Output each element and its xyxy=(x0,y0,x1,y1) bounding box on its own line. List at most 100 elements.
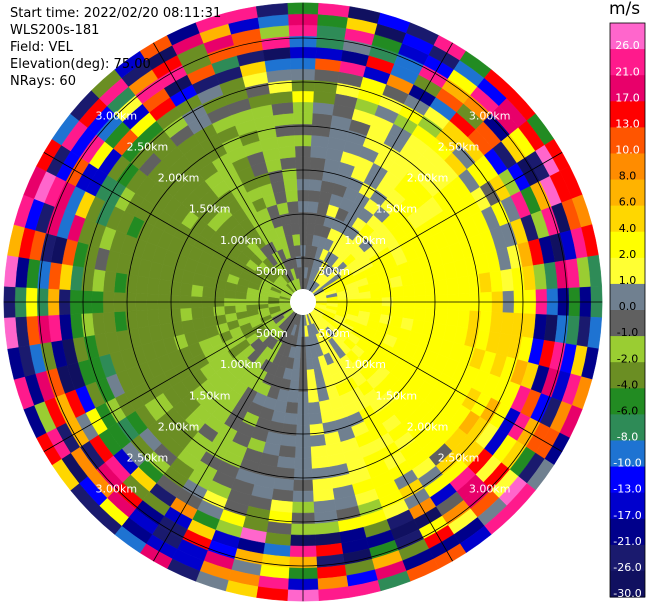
range-ring-label: 3.00km xyxy=(96,109,138,122)
range-ring-label: 2.00km xyxy=(407,421,449,434)
velocity-gate xyxy=(146,309,160,327)
velocity-gate xyxy=(312,477,333,492)
scan-info: Start time: 2022/02/20 08:11:31 WLS200s-… xyxy=(10,5,221,90)
velocity-gate xyxy=(312,112,333,127)
range-ring-label: 500m xyxy=(256,265,288,278)
colorbar-swatch xyxy=(610,23,645,50)
range-ring-label: 1.50km xyxy=(376,203,418,216)
colorbar-unit-label: m/s xyxy=(609,0,641,19)
field-text: Field: VEL xyxy=(10,40,73,55)
colorbar-tick-label: 17.0 xyxy=(615,91,640,104)
velocity-gate xyxy=(201,306,215,319)
colorbar-tick-label: 2.0 xyxy=(619,248,637,261)
colorbar-tick-label: 13.0 xyxy=(615,117,640,130)
velocity-gate xyxy=(157,279,171,296)
colorbar-tick-label: -21.0 xyxy=(613,535,641,548)
colorbar-tick-label: 0.0 xyxy=(619,300,637,313)
velocity-gate xyxy=(190,284,204,297)
azimuth-spoke xyxy=(314,152,563,296)
velocity-gate xyxy=(135,275,150,295)
range-ring-label: 1.50km xyxy=(189,203,231,216)
colorbar-tick-label: 10.0 xyxy=(615,144,640,157)
elevation-text: Elevation(deg): 75.00 xyxy=(10,57,151,72)
velocity-gate xyxy=(413,282,427,297)
colorbar-swatch xyxy=(610,231,645,259)
colorbar-tick-label: -4.0 xyxy=(617,378,638,391)
range-grid xyxy=(3,2,603,602)
azimuth-spoke xyxy=(153,313,297,562)
range-ring-label: 500m xyxy=(318,265,350,278)
colorbar-tick-label: -13.0 xyxy=(613,483,641,496)
velocity-gate xyxy=(413,307,427,322)
velocity-gate xyxy=(201,285,215,298)
velocity-gate xyxy=(273,112,294,127)
colorbar-tick-label: 6.0 xyxy=(619,196,637,209)
colorbar-tick-label: 26.0 xyxy=(615,39,640,52)
velocity-gate xyxy=(446,309,460,327)
azimuth-spoke xyxy=(153,42,297,291)
colorbar-tick-label: -17.0 xyxy=(613,509,641,522)
range-ring-label: 1.00km xyxy=(220,234,262,247)
range-ring-label: 1.50km xyxy=(189,389,231,402)
colorbar-tick-label: -1.0 xyxy=(617,326,638,339)
colorbar-swatch xyxy=(610,310,645,337)
colorbar-tick-label: -10.0 xyxy=(613,457,641,470)
velocity-gate xyxy=(113,311,128,332)
colorbar-swatch xyxy=(610,414,645,442)
velocity-gate xyxy=(446,277,460,295)
colorbar-swatch xyxy=(610,544,645,572)
range-ring-label: 2.00km xyxy=(158,421,200,434)
velocity-gate xyxy=(308,178,323,192)
velocity-gate xyxy=(278,445,296,459)
velocity-gate xyxy=(146,277,160,295)
colorbar-frame xyxy=(609,22,646,598)
velocity-gate xyxy=(271,488,294,503)
range-ring-label: 2.00km xyxy=(407,172,449,185)
velocity-gate xyxy=(402,307,416,320)
velocity-gate xyxy=(306,368,316,382)
nrays-text: NRays: 60 xyxy=(10,74,76,89)
colorbar-swatch xyxy=(610,518,645,546)
azimuth-spoke xyxy=(314,308,563,452)
velocity-gate xyxy=(309,434,326,448)
velocity-gate xyxy=(255,2,289,18)
velocity-gate xyxy=(489,270,504,293)
colorbar-swatch xyxy=(610,440,645,468)
colorbar-tick-label: 1.0 xyxy=(619,274,637,287)
colorbar-tick-label: -2.0 xyxy=(617,352,638,365)
azimuth-spoke xyxy=(43,152,292,296)
velocity-gate xyxy=(223,305,237,315)
colorbar-swatch xyxy=(610,179,645,207)
velocity-gate xyxy=(283,412,298,426)
azimuth-spoke xyxy=(309,313,453,562)
start-time-text: Start time: 2022/02/20 08:11:31 xyxy=(10,6,222,21)
range-ring-label: 3.00km xyxy=(469,109,511,122)
velocity-gate xyxy=(369,289,383,299)
velocity-gate xyxy=(280,434,297,448)
range-ring-label: 2.50km xyxy=(127,140,169,153)
velocity-gate xyxy=(113,272,128,293)
velocity-gate xyxy=(456,275,471,295)
colorbar-swatch xyxy=(610,283,645,311)
velocity-gate xyxy=(285,401,298,415)
velocity-gate xyxy=(489,311,504,334)
velocity-gate xyxy=(391,285,405,298)
range-ring-label: 500m xyxy=(256,327,288,340)
colorbar-swatch xyxy=(610,153,645,181)
colorbar-tick-label: 8.0 xyxy=(619,170,637,183)
velocity-gate xyxy=(285,189,298,203)
velocity-gate xyxy=(435,308,449,325)
velocity-gate xyxy=(135,309,150,329)
colorbar-swatch xyxy=(610,336,645,363)
colorbar-swatch xyxy=(610,492,645,520)
velocity-gate xyxy=(310,455,330,470)
velocity-gate xyxy=(310,145,328,159)
colorbar-swatch xyxy=(610,388,645,415)
velocity-gate xyxy=(276,134,296,149)
velocity-gate xyxy=(478,311,493,332)
velocity-gate xyxy=(308,189,321,203)
range-ring-label: 3.00km xyxy=(96,483,138,496)
velocity-gate xyxy=(286,200,299,214)
velocity-gate xyxy=(456,309,471,329)
velocity-gate xyxy=(308,412,323,426)
